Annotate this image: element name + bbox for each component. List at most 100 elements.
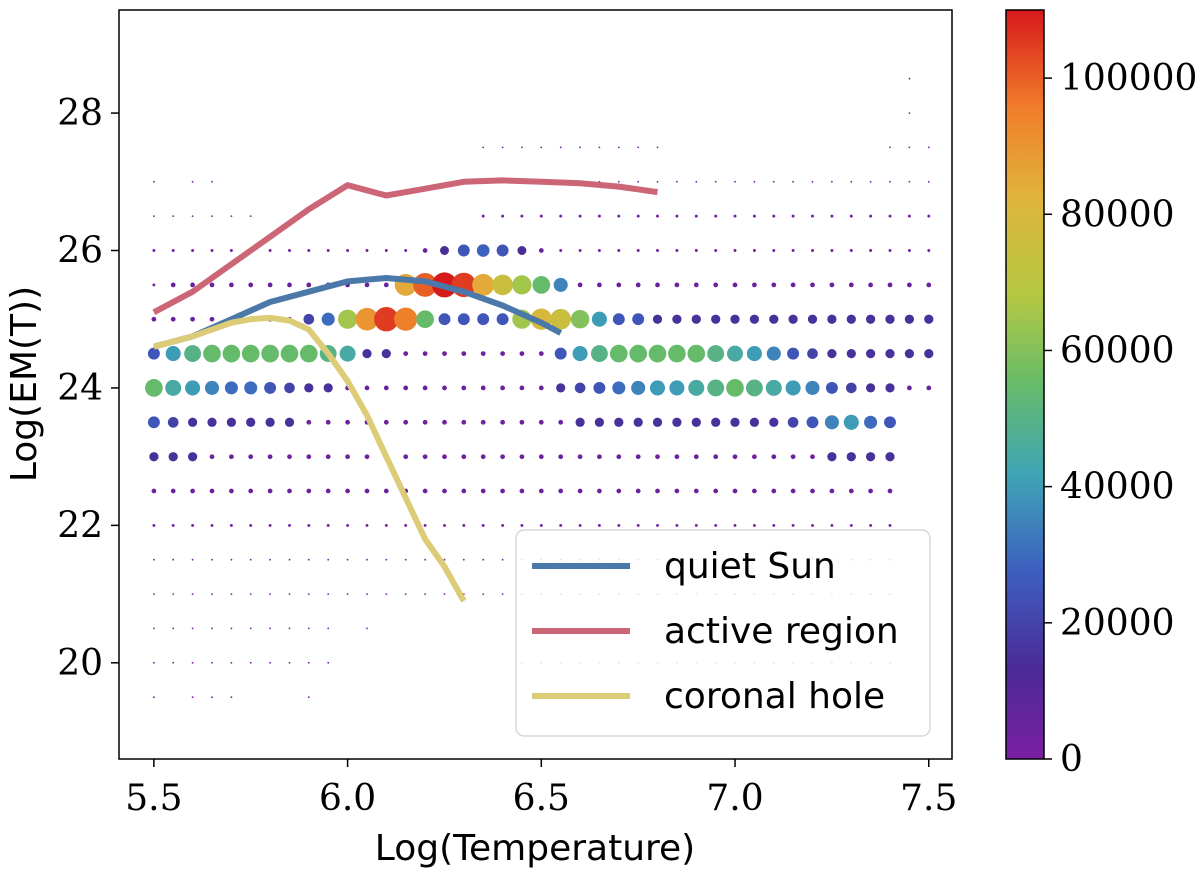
- data-point: [366, 558, 368, 561]
- data-point: [230, 696, 233, 699]
- data-point: [172, 627, 175, 630]
- data-point: [693, 488, 699, 494]
- data-point: [590, 345, 608, 363]
- data-point: [869, 214, 873, 218]
- data-point: [635, 282, 641, 288]
- data-point: [365, 523, 369, 527]
- data-point: [771, 488, 777, 494]
- data-point: [790, 488, 796, 494]
- data-point: [924, 348, 934, 359]
- data-point: [538, 488, 544, 494]
- data-point: [766, 346, 781, 361]
- data-point: [578, 249, 582, 252]
- data-point: [422, 488, 428, 494]
- data-point: [578, 214, 582, 218]
- data-point: [299, 344, 318, 363]
- data-point: [868, 282, 873, 288]
- data-point: [655, 282, 660, 288]
- data-point: [885, 383, 895, 393]
- data-point: [288, 627, 291, 630]
- data-point: [461, 351, 467, 356]
- colorbar-tick-label: 80000: [1060, 194, 1175, 235]
- data-point: [492, 274, 513, 296]
- data-point: [695, 180, 698, 183]
- colorbar-ticks: 0 20000 40000 60000 80000 100000: [1044, 58, 1197, 780]
- data-point: [307, 696, 310, 699]
- data-point: [424, 593, 426, 595]
- data-point: [190, 282, 195, 288]
- data-point: [284, 417, 295, 427]
- legend-box: [515, 529, 931, 737]
- data-point: [152, 249, 156, 252]
- data-point: [184, 345, 202, 363]
- data-point: [267, 282, 273, 288]
- data-point: [326, 249, 330, 252]
- data-point: [519, 488, 525, 494]
- data-point: [374, 306, 399, 332]
- data-point: [152, 523, 156, 527]
- data-point: [649, 380, 666, 396]
- data-point: [539, 523, 543, 527]
- data-point: [843, 414, 859, 430]
- y-tick-label: 28: [57, 93, 103, 134]
- data-point: [594, 417, 605, 427]
- data-point: [404, 593, 407, 595]
- data-point: [287, 282, 292, 288]
- data-point: [501, 558, 504, 561]
- data-point: [241, 344, 260, 363]
- data-point: [713, 282, 719, 288]
- data-point: [927, 180, 930, 183]
- data-point: [519, 385, 525, 391]
- data-point: [652, 417, 663, 427]
- data-point: [558, 419, 564, 425]
- data-point: [714, 214, 718, 218]
- data-point: [381, 348, 391, 359]
- data-point: [532, 276, 551, 294]
- data-point: [849, 523, 853, 527]
- data-point: [244, 381, 258, 395]
- data-point: [210, 249, 214, 252]
- data-point: [927, 214, 931, 218]
- data-point: [229, 523, 233, 527]
- data-point: [210, 523, 214, 527]
- data-point: [612, 313, 625, 326]
- data-point: [553, 277, 568, 292]
- x-tick-label: 5.5: [125, 778, 182, 819]
- data-point: [676, 180, 678, 183]
- data-point: [383, 385, 389, 391]
- data-point: [512, 275, 532, 295]
- data-point: [846, 314, 856, 324]
- data-point: [443, 523, 446, 527]
- data-point: [327, 593, 330, 595]
- data-point: [629, 344, 648, 363]
- data-point: [365, 249, 369, 252]
- data-point: [888, 523, 892, 527]
- data-point: [575, 417, 585, 427]
- data-point: [846, 348, 856, 359]
- data-point: [790, 454, 796, 460]
- data-point: [339, 345, 356, 362]
- data-point: [438, 313, 451, 326]
- series-line-coronal-hole: [153, 314, 467, 603]
- data-point: [713, 454, 719, 460]
- data-point: [730, 417, 740, 427]
- data-point: [520, 214, 524, 218]
- data-point: [472, 273, 495, 296]
- data-point: [907, 282, 912, 288]
- data-point: [888, 249, 892, 252]
- data-point: [288, 523, 291, 527]
- data-point: [730, 314, 740, 324]
- data-point: [865, 348, 876, 359]
- data-point: [476, 244, 490, 257]
- data-point: [287, 488, 292, 494]
- x-tick-label: 7.0: [706, 778, 763, 819]
- data-point: [480, 351, 486, 356]
- x-tick-label: 6.5: [513, 778, 570, 819]
- data-point: [749, 314, 760, 324]
- data-point: [810, 282, 815, 288]
- data-point: [326, 523, 330, 527]
- data-point: [579, 146, 581, 149]
- data-point: [191, 593, 194, 595]
- data-point: [325, 454, 331, 460]
- data-point: [691, 417, 701, 427]
